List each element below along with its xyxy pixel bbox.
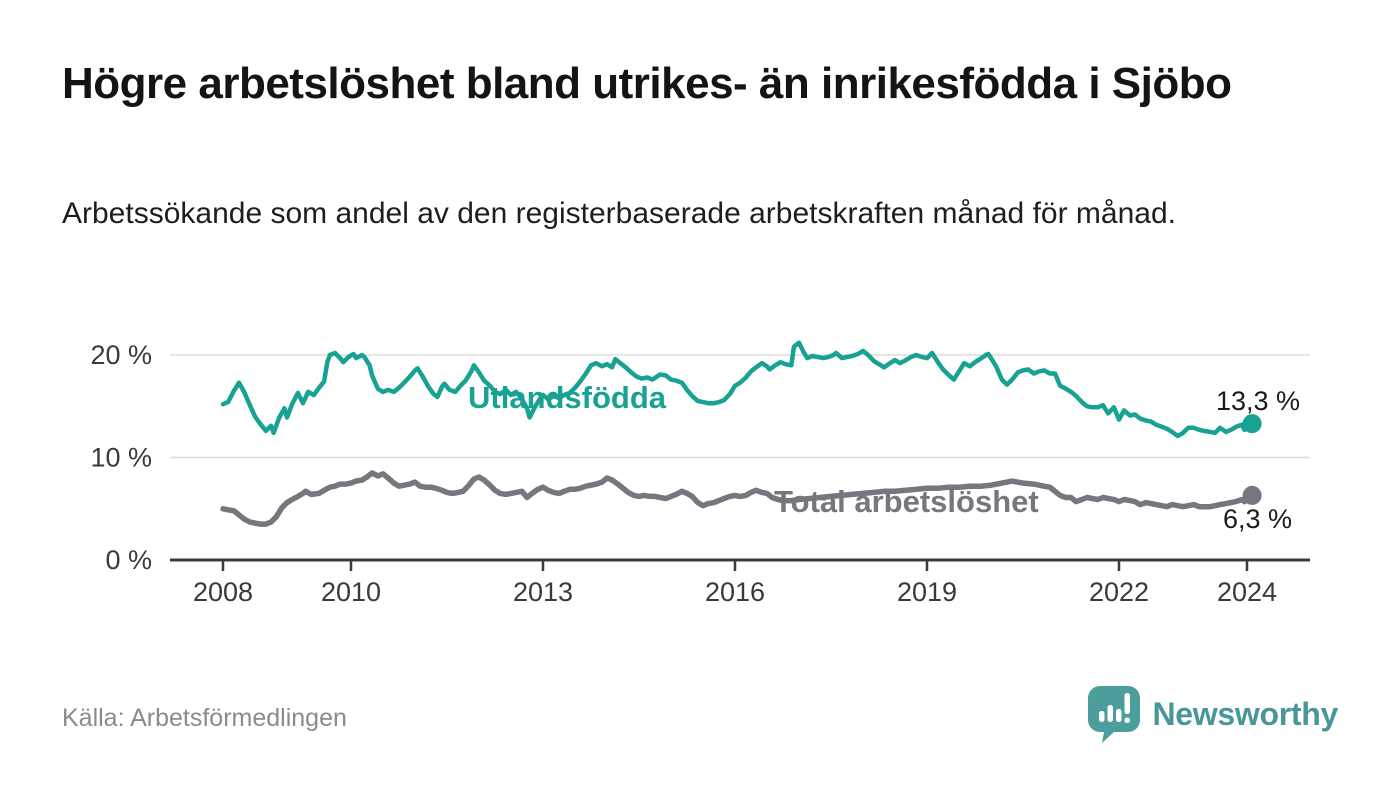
page-title: Högre arbetslöshet bland utrikes- än inr… [62,59,1232,108]
x-tick-label: 2019 [897,577,957,607]
x-tick-label: 2013 [513,577,573,607]
series-label-total-arbetsloshet: Total arbetslöshet [774,484,1039,519]
y-tick-label: 0 % [105,545,152,575]
series-line-total-arbetsloshet [220,470,1255,527]
chart-subtitle: Arbetssökande som andel av den registerb… [62,197,1176,230]
y-tick-label: 20 % [90,340,152,370]
source-note: Källa: Arbetsförmedlingen [62,704,347,732]
series-end-dot [1242,485,1262,505]
x-tick-label: 2022 [1089,577,1149,607]
newsworthy-logo: Newsworthy [1087,686,1339,743]
newsworthy-bubble-chart-icon [1087,686,1140,743]
y-tick-label: 10 % [90,443,152,473]
x-tick-label: 2024 [1217,577,1277,607]
x-tick-label: 2016 [705,577,765,607]
series-label-utlandsfodda: Utlandsfödda [468,380,667,415]
series-end-dot [1242,414,1262,434]
series-end-value-label: 6,3 % [1223,504,1292,534]
series-line-utlandsfodda [220,340,1255,439]
newsworthy-wordmark: Newsworthy [1152,696,1339,732]
x-tick-label: 2010 [321,577,381,607]
series-end-value-label: 13,3 % [1216,386,1300,416]
x-tick-label: 2008 [193,577,253,607]
